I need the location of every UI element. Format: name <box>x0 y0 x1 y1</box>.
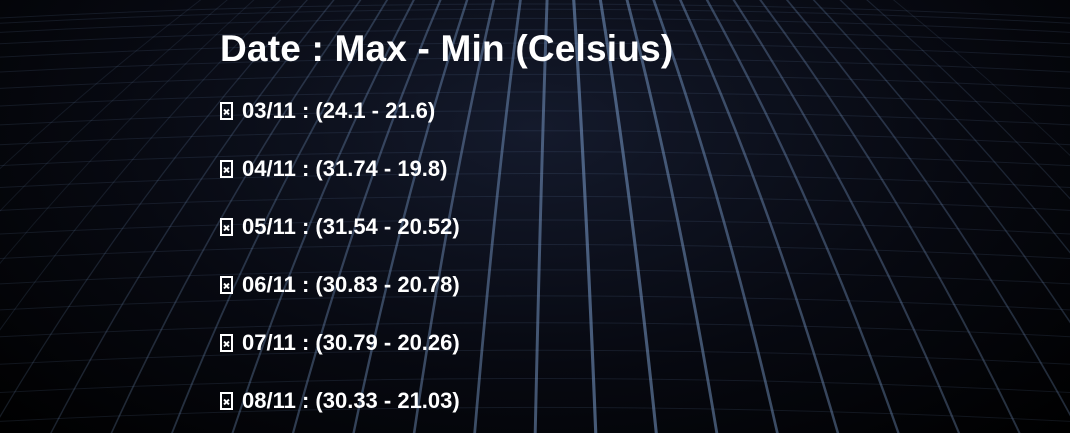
grid-band <box>0 244 1070 260</box>
forecast-range: (30.79 - 20.26) <box>315 330 460 355</box>
grid-line <box>171 0 389 433</box>
grid-band <box>0 173 1070 189</box>
page-title: Date : Max - Min (Celsius) <box>220 28 674 69</box>
grid-line <box>473 0 522 433</box>
grid-line <box>892 0 1070 157</box>
missing-glyph-icon <box>220 102 233 120</box>
missing-glyph-icon <box>220 392 233 410</box>
forecast-separator: : <box>295 330 316 355</box>
grid-band <box>0 42 1070 58</box>
grid-line <box>50 0 335 433</box>
grid-line <box>0 0 282 331</box>
missing-glyph-icon <box>220 218 233 236</box>
grid-band <box>0 91 1070 107</box>
grid-band <box>0 110 1070 126</box>
forecast-separator: : <box>295 214 316 239</box>
grid-line <box>759 0 1021 433</box>
grid-line <box>678 0 840 433</box>
forecast-date: 05/11 <box>242 214 296 239</box>
forecast-date: 03/11 <box>242 98 296 123</box>
grid-band <box>0 349 1070 365</box>
grid-band <box>0 151 1070 167</box>
grid-band <box>0 3 1070 19</box>
forecast-date: 06/11 <box>242 272 296 297</box>
grid-line <box>231 0 415 433</box>
grid-line <box>0 0 202 170</box>
grid-line <box>533 0 549 433</box>
forecast-panel: Date : Max - Min (Celsius) 03/11 : (24.1… <box>220 24 673 430</box>
grid-band <box>0 130 1070 146</box>
grid-band <box>0 378 1070 394</box>
grid-band <box>0 17 1070 33</box>
grid-line <box>625 0 719 433</box>
grid-band <box>0 8 1070 24</box>
forecast-row: 05/11 : (31.54 - 20.52) <box>220 198 673 256</box>
grid-line <box>705 0 900 433</box>
forecast-separator: : <box>295 156 316 181</box>
grid-line <box>412 0 496 433</box>
grid-line <box>291 0 442 433</box>
forecast-range: (24.1 - 21.6) <box>315 98 436 123</box>
forecast-date: 07/11 <box>242 330 296 355</box>
grid-line <box>572 0 598 433</box>
forecast-date: 04/11 <box>242 156 296 181</box>
grid-line <box>598 0 658 433</box>
grid-line <box>732 0 961 433</box>
grid-band <box>0 195 1070 211</box>
forecast-row: 06/11 : (30.83 - 20.78) <box>220 256 673 314</box>
missing-glyph-icon <box>220 160 233 178</box>
grid-band <box>0 406 1070 422</box>
forecast-row: 08/11 : (30.33 - 21.03) <box>220 372 673 430</box>
forecast-range: (31.54 - 20.52) <box>315 214 460 239</box>
grid-band <box>0 269 1070 285</box>
grid-band <box>0 57 1070 73</box>
grid-line <box>110 0 362 433</box>
forecast-range: (30.33 - 21.03) <box>315 388 460 413</box>
grid-band <box>0 219 1070 235</box>
missing-glyph-icon <box>220 276 233 294</box>
grid-line <box>785 0 1070 417</box>
grid-line <box>812 0 1070 324</box>
forecast-range: (31.74 - 19.8) <box>315 156 448 181</box>
forecast-row: 04/11 : (31.74 - 19.8) <box>220 140 673 198</box>
forecast-separator: : <box>295 98 316 123</box>
grid-band <box>0 295 1070 311</box>
grid-line <box>0 0 228 212</box>
grid-line <box>0 0 255 265</box>
grid-line <box>0 0 308 418</box>
grid-band <box>0 29 1070 45</box>
forecast-range: (30.83 - 20.78) <box>315 272 460 297</box>
missing-glyph-icon <box>220 334 233 352</box>
grid-band <box>0 322 1070 338</box>
grid-line <box>866 0 1070 200</box>
grid-band <box>0 73 1070 89</box>
forecast-date: 08/11 <box>242 388 296 413</box>
forecast-separator: : <box>295 388 316 413</box>
forecast-separator: : <box>295 272 316 297</box>
forecast-list: 03/11 : (24.1 - 21.6) 04/11 : (31.74 - 1… <box>220 82 673 430</box>
forecast-row: 03/11 : (24.1 - 21.6) <box>220 82 673 140</box>
grid-line <box>652 0 779 433</box>
grid-line <box>352 0 469 433</box>
grid-line <box>839 0 1070 254</box>
forecast-row: 07/11 : (30.79 - 20.26) <box>220 314 673 372</box>
